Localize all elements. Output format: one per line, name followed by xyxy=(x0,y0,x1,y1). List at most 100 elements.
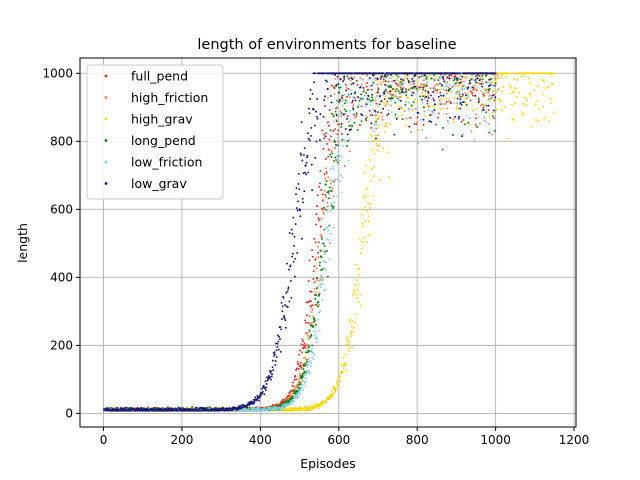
data-point xyxy=(460,95,463,98)
data-point xyxy=(322,260,325,263)
data-point xyxy=(258,407,261,410)
data-point xyxy=(423,114,426,117)
data-point xyxy=(515,96,518,99)
data-point xyxy=(346,139,349,142)
data-point xyxy=(416,86,419,89)
data-point xyxy=(354,116,357,119)
data-point xyxy=(338,88,341,91)
data-point xyxy=(399,106,402,109)
data-point xyxy=(375,142,378,145)
data-point xyxy=(376,95,379,97)
data-point xyxy=(311,356,314,359)
data-point xyxy=(359,293,362,296)
data-point xyxy=(304,409,307,412)
data-point xyxy=(329,242,332,245)
data-point xyxy=(384,104,387,107)
data-point xyxy=(333,87,336,90)
data-point xyxy=(397,115,399,118)
data-point xyxy=(369,203,372,205)
data-point xyxy=(386,84,389,87)
data-point xyxy=(344,99,347,102)
data-point xyxy=(333,120,336,123)
data-point xyxy=(451,134,454,136)
data-point xyxy=(270,406,272,409)
data-point xyxy=(494,100,497,103)
data-point xyxy=(394,101,397,104)
data-point xyxy=(300,386,303,389)
data-point xyxy=(325,196,328,199)
data-point xyxy=(328,124,330,127)
data-point xyxy=(377,105,379,108)
data-point xyxy=(301,338,304,341)
data-point xyxy=(308,329,311,332)
data-point xyxy=(390,90,393,93)
data-point xyxy=(330,390,333,393)
data-point xyxy=(389,93,392,96)
data-point xyxy=(326,142,328,145)
data-point xyxy=(396,74,399,77)
data-point xyxy=(415,123,418,126)
data-point xyxy=(357,103,360,106)
data-point xyxy=(405,117,408,120)
data-point xyxy=(397,96,400,99)
data-point xyxy=(348,109,351,112)
data-point xyxy=(485,104,488,107)
data-point xyxy=(334,78,337,80)
data-point xyxy=(463,76,466,79)
data-point xyxy=(487,108,490,111)
data-point xyxy=(319,182,321,185)
data-point xyxy=(351,95,354,98)
data-point xyxy=(307,344,310,347)
data-point xyxy=(474,113,477,116)
data-point xyxy=(206,406,208,409)
data-point xyxy=(514,102,517,105)
data-point xyxy=(413,122,416,125)
data-point xyxy=(380,111,383,114)
data-point xyxy=(330,197,333,200)
data-point xyxy=(366,89,369,91)
data-point xyxy=(408,101,410,104)
data-point xyxy=(353,121,356,124)
data-point xyxy=(365,85,368,88)
data-point xyxy=(509,92,512,95)
data-point xyxy=(305,358,308,361)
data-point xyxy=(392,94,395,97)
data-point xyxy=(471,89,474,92)
data-point xyxy=(336,161,339,164)
data-point xyxy=(315,341,318,344)
data-point xyxy=(454,73,457,76)
data-point xyxy=(340,112,343,115)
data-point xyxy=(304,342,307,345)
data-point xyxy=(377,125,380,127)
data-point xyxy=(334,128,337,131)
data-point xyxy=(322,213,325,215)
data-point xyxy=(345,369,348,372)
data-point xyxy=(308,337,310,340)
data-point xyxy=(505,76,508,79)
data-point xyxy=(304,356,307,359)
data-point xyxy=(312,408,315,411)
data-point xyxy=(317,293,320,296)
data-point xyxy=(337,140,340,143)
data-point xyxy=(349,124,352,127)
data-point xyxy=(382,77,385,80)
data-point xyxy=(384,95,387,98)
data-point xyxy=(364,219,367,222)
chart-title: length of environments for baseline xyxy=(197,37,456,53)
data-point xyxy=(499,72,502,75)
data-point xyxy=(380,83,383,85)
data-point xyxy=(362,196,365,199)
data-point xyxy=(394,113,397,116)
data-point xyxy=(299,383,302,386)
data-point xyxy=(346,339,349,341)
data-point xyxy=(522,103,525,105)
data-point xyxy=(471,92,474,95)
data-point xyxy=(375,92,377,95)
data-point xyxy=(522,72,525,75)
data-point xyxy=(407,96,410,99)
data-point xyxy=(500,74,503,76)
data-point xyxy=(478,122,481,125)
data-point xyxy=(320,256,323,259)
data-point xyxy=(346,115,349,118)
data-point xyxy=(432,105,435,108)
